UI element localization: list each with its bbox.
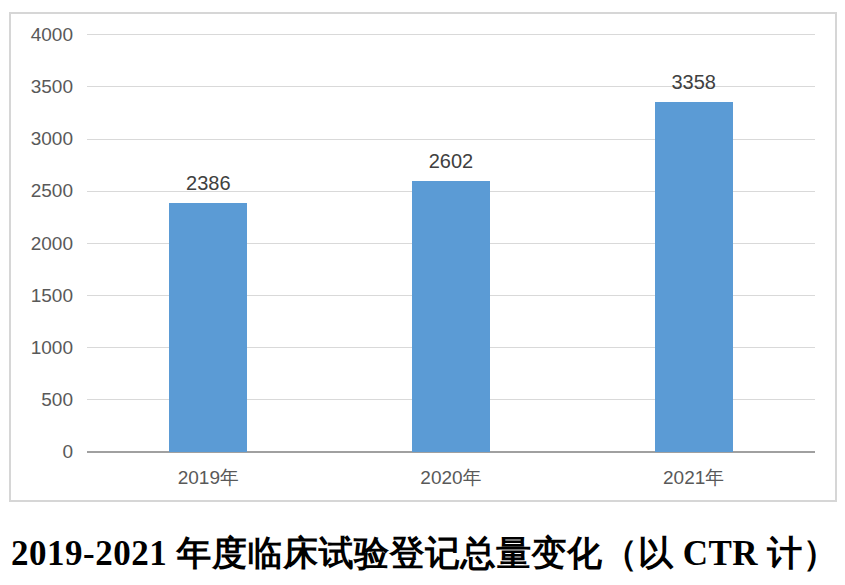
bar-2021年 [655,102,733,452]
chart-frame: 23862019年26022020年33582021年 050010001500… [9,12,837,502]
y-axis-tick-label: 1000 [11,338,73,358]
y-axis-tick-label: 4000 [11,25,73,45]
figure: 23862019年26022020年33582021年 050010001500… [0,0,845,585]
chart-title: 2019-2021 年度临床试验登记总量变化（以 CTR 计） [11,530,845,577]
gridline [87,34,815,35]
x-axis-tick-label: 2019年 [138,465,278,491]
y-axis-tick-label: 1500 [11,286,73,306]
bar-value-label: 2386 [138,172,278,195]
y-axis-tick-label: 2500 [11,181,73,201]
y-axis-tick-label: 0 [11,442,73,462]
bar-value-label: 2602 [381,150,521,173]
bar-2019年 [169,203,247,452]
bar-value-label: 3358 [624,71,764,94]
y-axis-tick-label: 500 [11,390,73,410]
bar-2020年 [412,181,490,452]
x-axis-tick-label: 2020年 [381,465,521,491]
y-axis-tick-label: 3000 [11,129,73,149]
y-axis-tick-label: 3500 [11,77,73,97]
y-axis-tick-label: 2000 [11,234,73,254]
plot-area: 23862019年26022020年33582021年 [87,35,815,452]
x-axis-tick-label: 2021年 [624,465,764,491]
